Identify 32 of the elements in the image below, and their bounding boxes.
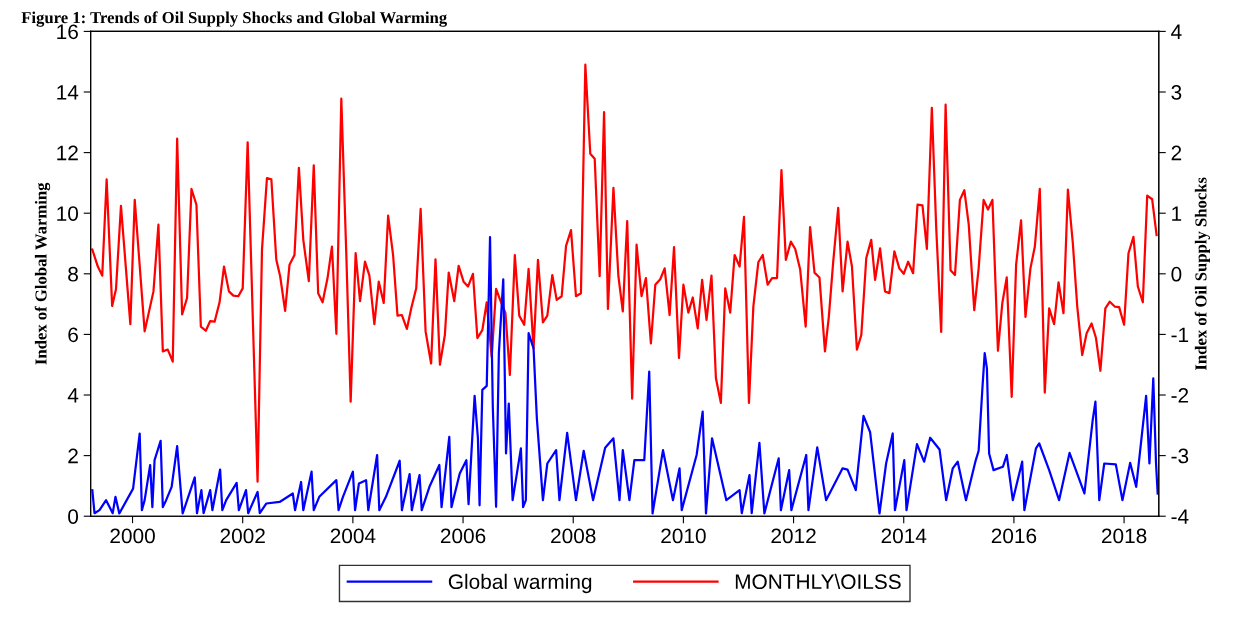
x-tick-label: 2016 — [991, 528, 1037, 544]
y-tick-label: 12 — [57, 145, 78, 161]
x-tick-label: 2010 — [661, 528, 706, 544]
y-tick-label: 8 — [68, 266, 78, 282]
y2-tick-label: -2 — [1171, 388, 1189, 403]
y2-tick-label: -3 — [1171, 448, 1189, 464]
y-tick-label: 10 — [57, 206, 79, 221]
y-tick-label: 4 — [67, 388, 79, 403]
y-tick-label: 2 — [68, 448, 78, 464]
x-tick-label: 2018 — [1101, 528, 1147, 544]
y-tick-label: 6 — [68, 327, 78, 343]
y2-tick-label: 3 — [1171, 85, 1182, 100]
y2-tick-label: 1 — [1172, 206, 1182, 221]
y-axis-title: Index of Global Warming — [34, 182, 51, 365]
legend-label: MONTHLY\OILSS — [735, 573, 901, 590]
x-tick-label: 2002 — [220, 528, 265, 544]
x-tick-label: 2000 — [110, 528, 155, 544]
x-tick-label: 2008 — [551, 528, 596, 544]
y2-tick-label: -1 — [1171, 327, 1189, 342]
legend-label: Global warming — [448, 573, 592, 594]
y2-tick-label: -4 — [1171, 509, 1189, 524]
x-tick-label: 2012 — [771, 528, 816, 544]
x-tick-label: 2006 — [440, 528, 486, 544]
y-tick-label: 0 — [68, 509, 79, 524]
y2-tick-label: 4 — [1171, 24, 1182, 39]
line-series — [91, 63, 1158, 483]
y2-axis-title: Index of Oil Supply Shocks — [1194, 177, 1210, 371]
x-tick-label: 2014 — [881, 528, 927, 544]
y2-tick-label: 0 — [1171, 266, 1182, 282]
y-tick-label: 14 — [57, 85, 79, 100]
y2-tick-label: 2 — [1171, 145, 1182, 161]
x-tick-label: 2004 — [330, 528, 376, 544]
